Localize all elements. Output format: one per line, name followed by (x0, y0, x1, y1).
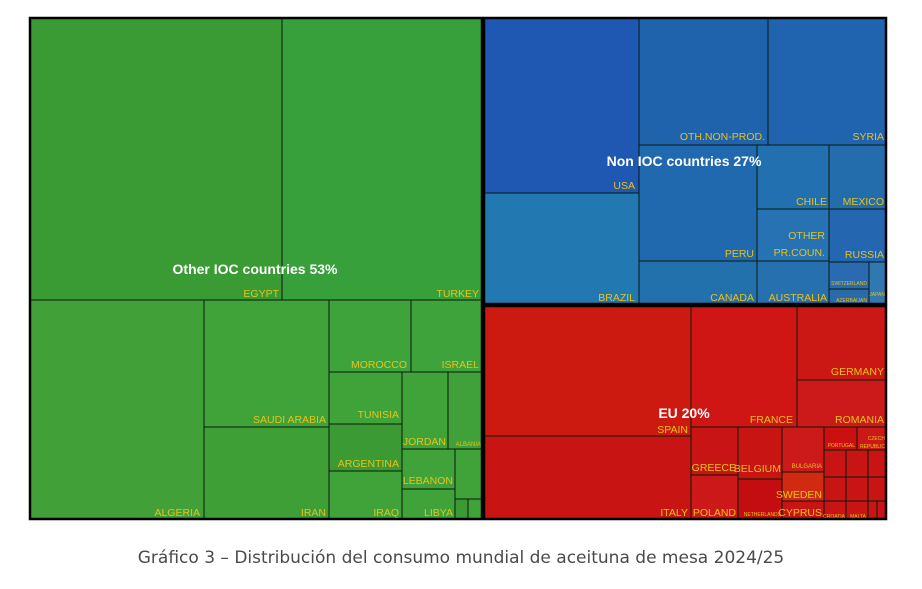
treemap-group-outline-2 (482, 304, 888, 521)
treemap-tile-libya (401, 488, 456, 520)
tile-label-usa: USA (613, 180, 635, 192)
treemap-tile-eu-minor-4 (845, 476, 869, 502)
tile-label-iraq: IRAQ (373, 507, 399, 519)
tile-label-azerbaijan: AZERBAIJAN (836, 298, 867, 304)
tile-label-germany: GERMANY (831, 366, 884, 378)
tile-label-switzerland: SWITZERLAND (831, 281, 867, 287)
treemap-tile-eu-minor-5 (867, 476, 887, 502)
treemap-tile-peru (638, 144, 758, 262)
treemap-tile-spain (483, 305, 692, 437)
treemap-tile-eu-minor-3 (823, 476, 847, 502)
tile-label-cyprus: CYPRUS (778, 507, 822, 519)
tile-label-croatia: CROATIA (823, 514, 846, 520)
treemap-tile-turkey (281, 17, 483, 301)
treemap-tile-saudi-arabia (203, 299, 330, 428)
treemap-tile-unlabeled-14 (454, 448, 483, 500)
treemap-tile-greece (690, 426, 739, 476)
treemap-tile-eu-minor-6 (867, 500, 878, 520)
tile-label-israel: ISRAEL (442, 359, 480, 371)
tile-label-syria: SYRIA (852, 131, 884, 143)
tile-label-egypt: EGYPT (243, 288, 279, 300)
tile-label-romania: ROMANIA (835, 414, 884, 426)
tile-label-oth-non-prod-: OTH.NON-PROD. (680, 131, 765, 143)
tile-label-portugal: PORTUGAL (828, 443, 856, 449)
tile-label-iran: IRAN (301, 507, 326, 519)
treemap-tile-bulgaria (781, 426, 825, 473)
treemap-group-outline-1 (482, 16, 888, 306)
tile-label-tunisia: TUNISIA (358, 409, 399, 421)
tile-label-turkey: TURKEY (436, 288, 479, 300)
tile-label-belgium: BELGIUM (734, 463, 781, 475)
treemap-tile-romania (796, 379, 887, 428)
tile-label-czech-republic-2: REPUBLIC (860, 444, 885, 450)
treemap-tile-unlabeled-15 (467, 498, 483, 520)
treemap-tile-russia (828, 208, 887, 263)
tile-label-bulgaria: BULGARIA (792, 464, 822, 470)
treemap-group-outline-0 (28, 16, 484, 521)
group-label-1: Non IOC countries 27% (607, 153, 762, 169)
treemap-tile-usa (483, 17, 640, 194)
treemap-tile-other-pr-coun- (756, 208, 830, 262)
tile-label-libya: LIBYA (424, 507, 453, 519)
tile-label-algeria: ALGERIA (154, 507, 200, 519)
treemap-tile-albania (447, 371, 483, 450)
treemap-tile-egypt (29, 17, 283, 301)
tile-label-other-pr-coun-: OTHER (788, 230, 825, 242)
treemap-tile-netherlands (737, 478, 783, 520)
group-label-0: Other IOC countries 53% (173, 261, 338, 277)
treemap-tile-morocco (328, 299, 412, 373)
tile-label-russia: RUSSIA (845, 249, 884, 261)
tile-label-jordan: JORDAN (403, 436, 446, 448)
treemap-tile-iran (203, 426, 330, 520)
tile-label-peru: PERU (725, 248, 754, 260)
treemap-tile-france (690, 305, 798, 428)
treemap-tile-eu-minor-1 (845, 449, 869, 478)
tile-label-canada: CANADA (710, 292, 754, 304)
treemap-tile-algeria (29, 299, 205, 520)
treemap-tile-tunisia (328, 371, 403, 425)
treemap-tile-australia (756, 260, 830, 305)
tile-label-greece: GREECE (692, 462, 736, 474)
treemap-tile-syria (767, 17, 887, 146)
tile-label-brazil: BRAZIL (598, 292, 635, 304)
tile-label-other-pr-coun--2: PR.COUN. (774, 247, 825, 259)
tile-label-mexico: MEXICO (843, 196, 884, 208)
tile-label-france: FRANCE (750, 414, 793, 426)
treemap-tile-canada (638, 260, 758, 305)
tile-label-czech-republic: CZECH (868, 436, 886, 442)
treemap-tile-oth-non-prod- (638, 17, 769, 146)
tile-label-chile: CHILE (796, 196, 827, 208)
treemap-tile-eu-minor-0 (823, 449, 847, 478)
tile-label-lebanon: LEBANON (403, 475, 453, 487)
tile-label-japan: JAPAN (869, 292, 885, 298)
tile-label-spain: SPAIN (657, 424, 688, 436)
treemap-tile-eu-minor-2 (867, 449, 887, 478)
tile-label-morocco: MOROCCO (351, 359, 407, 371)
tile-label-poland: POLAND (693, 507, 737, 519)
treemap-tile-chile (756, 144, 830, 210)
group-label-2: EU 20% (658, 405, 710, 421)
tile-label-sweden: SWEDEN (776, 489, 822, 501)
treemap-tile-lebanon (401, 448, 456, 490)
tile-label-italy: ITALY (660, 507, 688, 519)
treemap-tile-eu-minor-7 (876, 500, 887, 520)
tile-label-albania: ALBANIA (456, 442, 481, 448)
tile-label-netherlands: NETHERLANDS (744, 512, 782, 518)
treemap-tile-iraq (328, 470, 403, 520)
treemap-tile-brazil (483, 192, 640, 305)
tile-label-argentina: ARGENTINA (338, 458, 399, 470)
figure-caption: Gráfico 3 – Distribución del consumo mun… (137, 548, 785, 568)
treemap-tile-switzerland (828, 261, 870, 290)
tile-label-saudi-arabia: SAUDI ARABIA (253, 414, 326, 426)
tile-label-malta: MALTA (850, 514, 867, 520)
tile-label-australia: AUSTRALIA (769, 292, 827, 304)
